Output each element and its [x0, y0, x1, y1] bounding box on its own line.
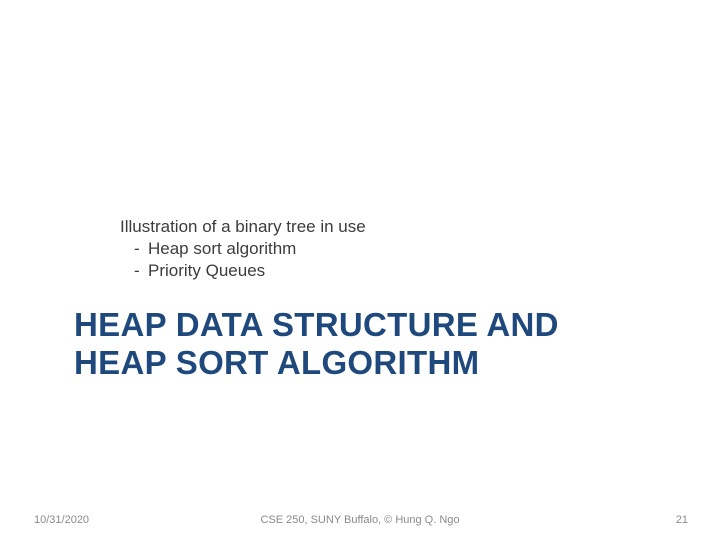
subtitle-intro: Illustration of a binary tree in use [120, 216, 366, 238]
footer-center: CSE 250, SUNY Buffalo, © Hung Q. Ngo [0, 514, 720, 526]
dash-icon: - [134, 238, 148, 260]
footer-page-number: 21 [676, 514, 688, 526]
subtitle-block: Illustration of a binary tree in use -He… [120, 216, 366, 282]
subtitle-bullet-1: -Heap sort algorithm [120, 238, 366, 260]
title-line-1: HEAP DATA STRUCTURE AND [74, 306, 559, 344]
subtitle-bullet-2: -Priority Queues [120, 260, 366, 282]
dash-icon: - [134, 260, 148, 282]
title-block: HEAP DATA STRUCTURE AND HEAP SORT ALGORI… [74, 306, 559, 382]
footer: 10/31/2020 CSE 250, SUNY Buffalo, © Hung… [0, 506, 720, 526]
title-line-2: HEAP SORT ALGORITHM [74, 344, 559, 382]
slide: Illustration of a binary tree in use -He… [0, 0, 720, 540]
bullet-text-1: Heap sort algorithm [148, 239, 296, 258]
bullet-text-2: Priority Queues [148, 261, 265, 280]
